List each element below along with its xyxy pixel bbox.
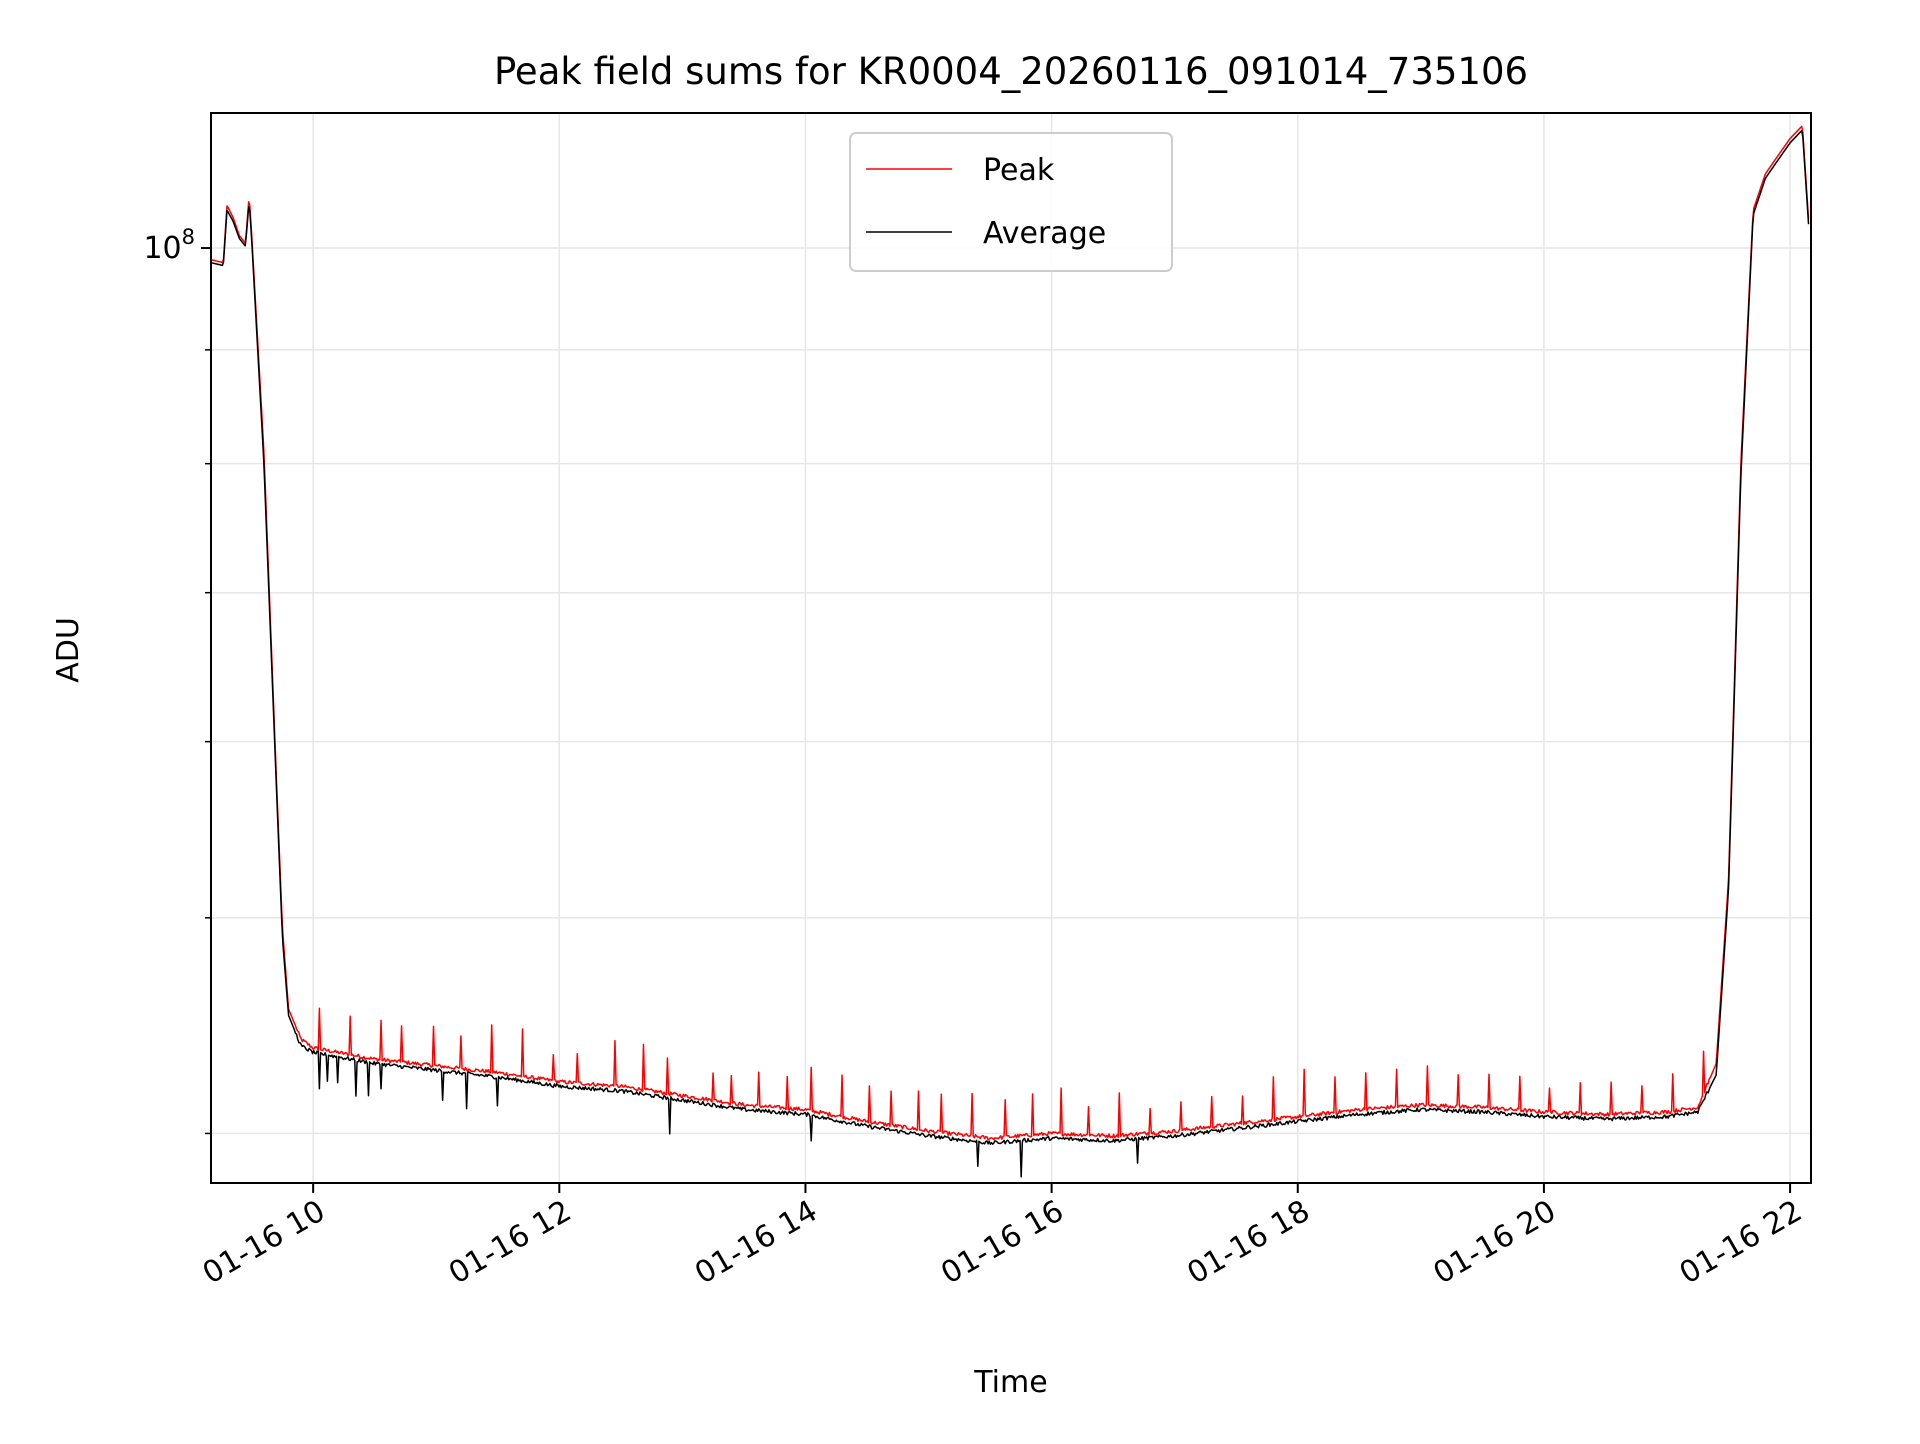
plot-frame bbox=[210, 112, 1812, 1184]
series-line-peak bbox=[211, 125, 1810, 1141]
series-line-average bbox=[211, 129, 1810, 1178]
legend: Peak Average bbox=[849, 132, 1173, 272]
chart-title: Peak field sums for KR0004_20260116_0910… bbox=[494, 50, 1528, 93]
series-clip-group bbox=[211, 125, 1810, 1178]
legend-peak-label: Peak bbox=[983, 153, 1055, 188]
series-layer bbox=[211, 125, 1810, 1178]
x-axis-label: Time bbox=[973, 1365, 1047, 1400]
legend-average-label: Average bbox=[983, 216, 1106, 251]
legend-box bbox=[849, 132, 1173, 272]
y-axis-label: ADU bbox=[51, 617, 86, 683]
